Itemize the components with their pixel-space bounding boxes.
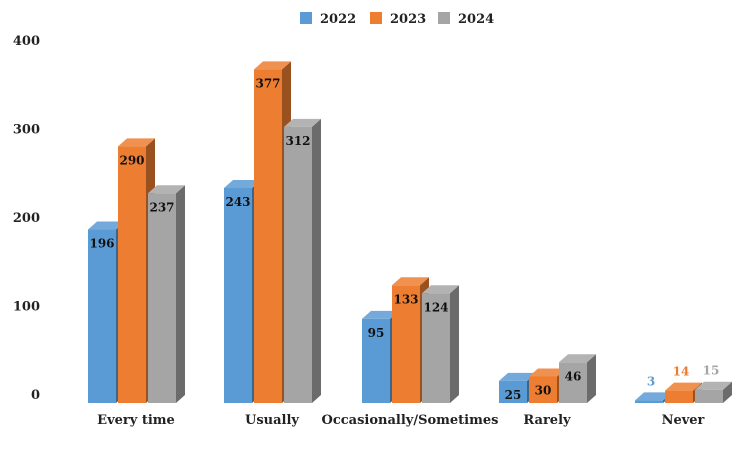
y-tick-label: 0 (31, 388, 40, 403)
data-label: 30 (535, 383, 552, 397)
bar-side (176, 185, 185, 403)
x-tick-label: Never (662, 413, 705, 428)
x-tick-label: Usually (245, 413, 299, 428)
bar-top (422, 285, 459, 294)
data-label: 3 (647, 374, 655, 388)
bar-front (422, 293, 450, 403)
x-tick-label: Rarely (523, 413, 571, 428)
bar-top (635, 392, 672, 401)
legend-label: 2024 (458, 12, 494, 27)
legend-item-2024: 2024 (438, 12, 494, 27)
bar-2024-occasionally-sometimes (422, 285, 459, 403)
bar-front (529, 376, 557, 403)
bar-2024-never (695, 381, 732, 403)
data-label: 14 (673, 365, 690, 379)
data-label: 312 (285, 134, 310, 148)
bar-top (118, 138, 155, 147)
data-label: 290 (119, 153, 144, 167)
bar-top (695, 381, 732, 390)
bar-2024-every-time (148, 185, 185, 403)
legend-label: 2022 (320, 12, 356, 27)
data-label: 124 (423, 300, 448, 314)
bar-front (362, 318, 390, 403)
bar-front (254, 69, 282, 403)
bar-top (362, 310, 399, 319)
bar-top (392, 277, 429, 286)
bar-front (392, 285, 420, 403)
data-label: 25 (505, 388, 522, 402)
y-tick-label: 300 (13, 123, 40, 138)
legend-swatch (438, 12, 450, 24)
data-label: 15 (703, 364, 720, 378)
bar-front (695, 389, 723, 403)
bar-front (148, 193, 176, 403)
data-label: 237 (149, 200, 174, 214)
bar-top (284, 118, 321, 127)
bars (88, 61, 732, 403)
legend-item-2023: 2023 (370, 12, 426, 27)
legend-item-2022: 2022 (300, 12, 356, 27)
bar-top (148, 185, 185, 194)
bar-2024-rarely (559, 354, 596, 403)
bar-top (499, 372, 536, 381)
data-label: 95 (368, 326, 385, 340)
bar-front (635, 400, 663, 403)
data-label: 133 (393, 292, 418, 306)
bar-front (224, 187, 252, 403)
x-tick-label: Occasionally/Sometimes (322, 413, 499, 428)
bar-top (224, 179, 261, 188)
bar-front (559, 362, 587, 403)
x-tick-label: Every time (97, 413, 175, 428)
bar-side (450, 285, 459, 403)
y-tick-label: 100 (13, 300, 40, 315)
bar-side (723, 381, 732, 403)
bar-top (665, 382, 702, 391)
bar-2024-usually (284, 118, 321, 403)
y-axis: 0 100 200 300 400 (13, 34, 40, 403)
bar-front (88, 229, 116, 403)
bar-top (254, 61, 291, 70)
y-tick-label: 200 (13, 211, 40, 226)
bar-front (284, 126, 312, 403)
bar-side (587, 354, 596, 403)
bar-front (118, 146, 146, 403)
legend-label: 2023 (390, 12, 426, 27)
data-label: 46 (565, 369, 582, 383)
data-label: 196 (89, 237, 114, 251)
data-label: 377 (255, 76, 280, 90)
legend-swatch (370, 12, 382, 24)
bar-top (529, 368, 566, 377)
legend-swatch (300, 12, 312, 24)
bar-front (499, 380, 527, 403)
bar-front (665, 390, 693, 403)
y-tick-label: 400 (13, 34, 40, 49)
legend: 2022 2023 2024 (300, 12, 494, 27)
data-label: 243 (225, 195, 250, 209)
bar-side (312, 118, 321, 403)
data-labels: 196 290 237 243 377 312 95 133 124 25 30 46 3 14 15 (89, 76, 719, 402)
bar-top (559, 354, 596, 363)
bar-top (88, 221, 125, 230)
